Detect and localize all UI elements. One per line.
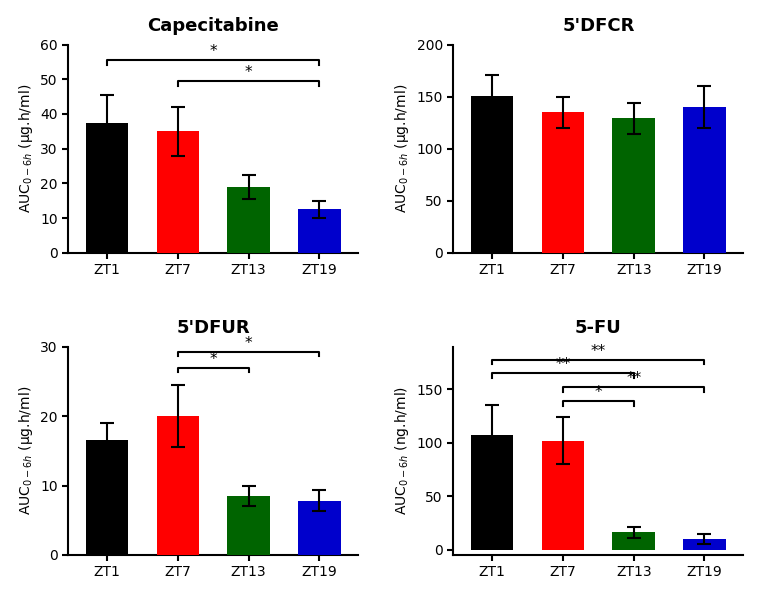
Bar [298,501,340,555]
Bar [613,119,655,253]
Bar [683,539,726,550]
Y-axis label: AUC$_{0-6h}$ (μg.h/ml): AUC$_{0-6h}$ (μg.h/ml) [17,84,35,213]
Y-axis label: AUC$_{0-6h}$ (μg.h/ml): AUC$_{0-6h}$ (μg.h/ml) [393,84,411,213]
Bar [157,416,199,555]
Title: 5'DFUR: 5'DFUR [176,319,250,337]
Text: *: * [245,65,252,80]
Text: *: * [210,44,217,59]
Bar [471,435,514,550]
Title: Capecitabine: Capecitabine [147,17,279,35]
Bar [227,187,270,253]
Bar [227,496,270,555]
Text: *: * [210,352,217,367]
Bar [298,209,340,253]
Bar [542,440,584,550]
Y-axis label: AUC$_{0-6h}$ (ng.h/ml): AUC$_{0-6h}$ (ng.h/ml) [393,386,411,516]
Bar [613,532,655,550]
Text: *: * [245,336,252,350]
Text: **: ** [591,343,606,359]
Bar [471,95,514,253]
Y-axis label: AUC$_{0-6h}$ (μg.h/ml): AUC$_{0-6h}$ (μg.h/ml) [17,386,35,516]
Text: **: ** [556,358,571,372]
Bar [157,131,199,253]
Bar [86,440,128,555]
Text: **: ** [626,371,641,386]
Bar [683,107,726,253]
Title: 5-FU: 5-FU [575,319,622,337]
Title: 5'DFCR: 5'DFCR [562,17,635,35]
Bar [542,112,584,253]
Bar [86,123,128,253]
Text: *: * [594,385,602,400]
